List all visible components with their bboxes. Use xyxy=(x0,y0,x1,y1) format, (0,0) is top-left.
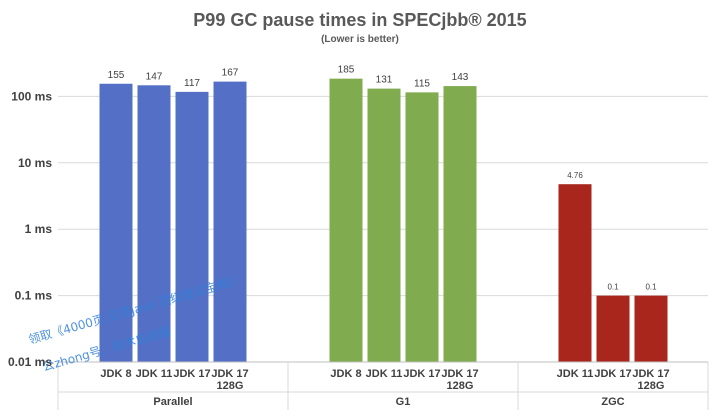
data-label: 185 xyxy=(338,65,355,76)
y-axis: 0.01 ms 0.1 ms 1 ms 10 ms 100 ms xyxy=(8,89,52,369)
data-label: 4.76 xyxy=(567,171,583,180)
y-tick-label: 1 ms xyxy=(25,222,53,236)
x-tick-label: JDK 17 128G xyxy=(441,368,478,392)
bar-zgc xyxy=(596,295,630,362)
x-tick-label: JDK 17 128G xyxy=(632,368,669,392)
y-tick-label: 100 ms xyxy=(11,89,52,103)
data-label: 115 xyxy=(414,78,430,89)
bar-parallel xyxy=(137,85,171,362)
bar-g1 xyxy=(405,92,439,363)
bar-zgc xyxy=(634,295,668,362)
data-label: 117 xyxy=(184,78,200,89)
group-label: Parallel xyxy=(153,396,192,408)
bar-g1 xyxy=(329,78,363,363)
x-tick-label: JDK 17 xyxy=(173,368,210,380)
x-tick-label: JDK 8 xyxy=(100,368,131,380)
data-label: 167 xyxy=(222,68,239,79)
data-label: 131 xyxy=(376,75,393,86)
x-tick-label: JDK 17 128G xyxy=(211,368,248,392)
x-tick-label: JDK 11 xyxy=(366,368,403,380)
x-tick-label: JDK 11 xyxy=(136,368,173,380)
data-label: 0.1 xyxy=(607,283,619,292)
data-label: 147 xyxy=(146,71,163,82)
data-label: 155 xyxy=(108,70,125,81)
bar-g1 xyxy=(367,88,401,362)
bar-parallel xyxy=(99,83,133,363)
bars: 155 147 117 167 185 131 115 143 4.76 0.1 0.1 xyxy=(99,65,668,363)
bar-zgc xyxy=(558,184,592,362)
group-label: ZGC xyxy=(601,396,624,408)
chart-subtitle: (Lower is better) xyxy=(321,34,399,45)
data-label: 0.1 xyxy=(645,283,657,292)
y-tick-label: 10 ms xyxy=(18,156,52,170)
y-tick-label: 0.1 ms xyxy=(15,289,53,303)
x-tick-label: JDK 17 xyxy=(594,368,631,380)
group-label: G1 xyxy=(396,396,411,408)
bar-parallel xyxy=(213,81,247,362)
x-tick-label: JDK 11 xyxy=(557,368,594,380)
bar-g1 xyxy=(443,86,477,362)
x-tick-label: JDK 17 xyxy=(403,368,440,380)
y-tick-label: 0.01 ms xyxy=(8,355,52,369)
chart-title: P99 GC pause times in SPECjbb® 2015 xyxy=(193,10,526,30)
data-label: 143 xyxy=(452,72,469,83)
x-tick-label: JDK 8 xyxy=(330,368,361,380)
bar-parallel xyxy=(175,91,209,362)
